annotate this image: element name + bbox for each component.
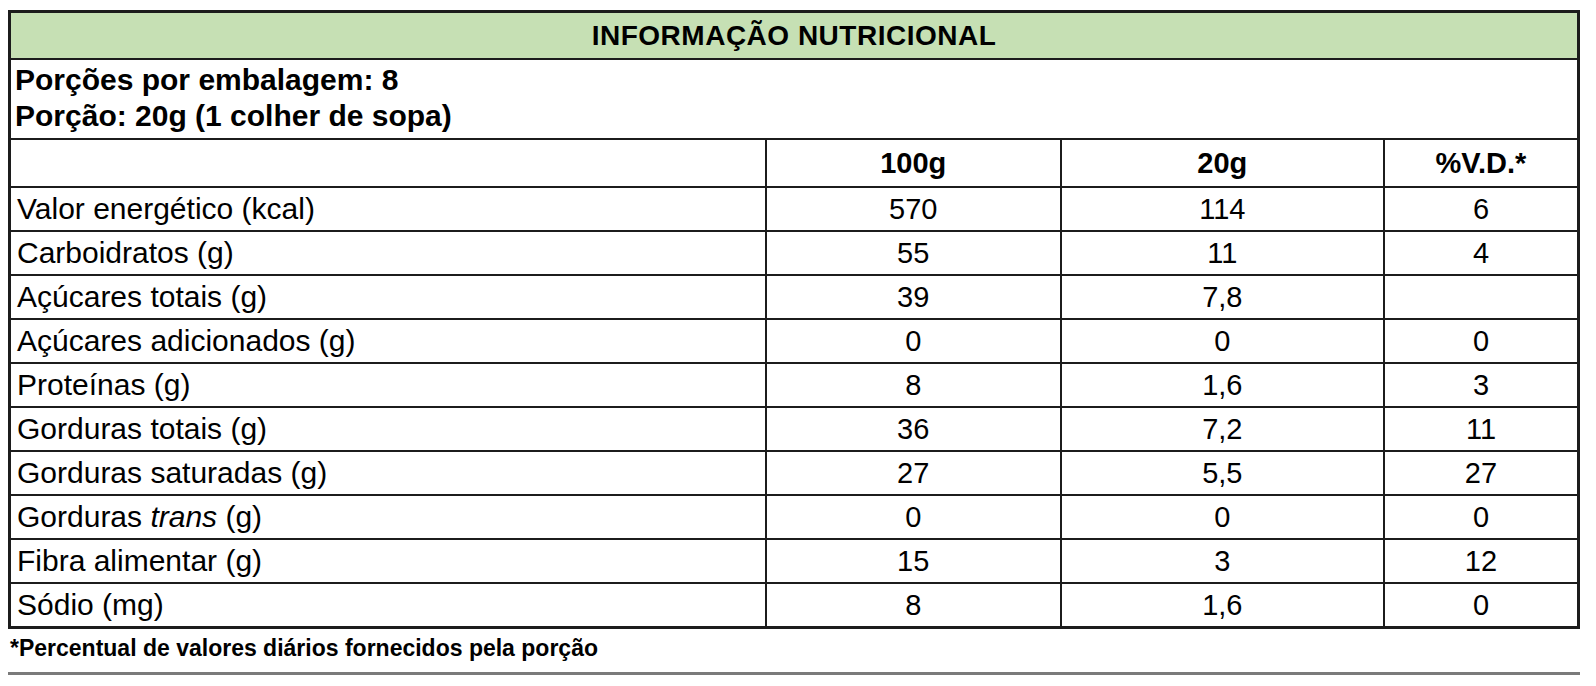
value-20g: 1,6 <box>1061 363 1384 407</box>
value-daily: 11 <box>1384 407 1579 451</box>
value-daily: 12 <box>1384 539 1579 583</box>
value-daily <box>1384 275 1579 319</box>
column-header-row: 100g 20g %V.D.* <box>10 139 1579 187</box>
table-row-added-sugars: Açúcares adicionados (g) 0 0 0 <box>10 319 1579 363</box>
value-100g: 570 <box>766 187 1061 231</box>
table-row-saturated-fat: Gorduras saturadas (g) 27 5,5 27 <box>10 451 1579 495</box>
title-row: INFORMAÇÃO NUTRICIONAL <box>10 12 1579 60</box>
serving-info-row: Porções por embalagem: 8 Porção: 20g (1 … <box>10 59 1579 139</box>
page-title: INFORMAÇÃO NUTRICIONAL <box>10 12 1579 60</box>
nutrient-label: Fibra alimentar (g) <box>10 539 766 583</box>
nutrient-label-text: Valor energético (kcal) <box>17 192 315 225</box>
value-20g: 114 <box>1061 187 1384 231</box>
value-20g: 3 <box>1061 539 1384 583</box>
value-20g: 5,5 <box>1061 451 1384 495</box>
value-20g: 1,6 <box>1061 583 1384 628</box>
value-daily: 4 <box>1384 231 1579 275</box>
nutrient-label: Carboidratos (g) <box>10 231 766 275</box>
column-header-100g: 100g <box>766 139 1061 187</box>
value-daily: 0 <box>1384 319 1579 363</box>
table-row-protein: Proteínas (g) 8 1,6 3 <box>10 363 1579 407</box>
nutrition-label: INFORMAÇÃO NUTRICIONAL Porções por embal… <box>0 0 1596 686</box>
value-20g: 7,2 <box>1061 407 1384 451</box>
column-header-20g: 20g <box>1061 139 1384 187</box>
nutrient-label-italic: trans <box>150 500 217 533</box>
value-daily: 0 <box>1384 495 1579 539</box>
nutrition-table: INFORMAÇÃO NUTRICIONAL Porções por embal… <box>8 10 1580 629</box>
value-100g: 36 <box>766 407 1061 451</box>
nutrient-label: Gorduras trans (g) <box>10 495 766 539</box>
nutrient-label-text: Sódio (mg) <box>17 588 164 621</box>
nutrient-label: Sódio (mg) <box>10 583 766 628</box>
nutrient-label-suffix: (g) <box>217 500 262 533</box>
value-100g: 8 <box>766 583 1061 628</box>
column-header-daily-value: %V.D.* <box>1384 139 1579 187</box>
nutrient-label-text: Gorduras <box>17 500 150 533</box>
value-100g: 0 <box>766 495 1061 539</box>
nutrient-label: Gorduras saturadas (g) <box>10 451 766 495</box>
serving-size: Porção: 20g (1 colher de sopa) <box>15 98 1571 134</box>
nutrient-label: Valor energético (kcal) <box>10 187 766 231</box>
table-row-trans-fat: Gorduras trans (g) 0 0 0 <box>10 495 1579 539</box>
value-20g: 7,8 <box>1061 275 1384 319</box>
nutrient-label: Gorduras totais (g) <box>10 407 766 451</box>
value-100g: 8 <box>766 363 1061 407</box>
table-row-total-fat: Gorduras totais (g) 36 7,2 11 <box>10 407 1579 451</box>
value-20g: 0 <box>1061 319 1384 363</box>
nutrient-label-text: Proteínas (g) <box>17 368 190 401</box>
nutrient-label-text: Gorduras saturadas (g) <box>17 456 327 489</box>
nutrient-label-text: Gorduras totais (g) <box>17 412 267 445</box>
value-100g: 0 <box>766 319 1061 363</box>
nutrient-label-text: Açúcares totais (g) <box>17 280 267 313</box>
value-daily: 3 <box>1384 363 1579 407</box>
nutrient-label: Proteínas (g) <box>10 363 766 407</box>
value-20g: 0 <box>1061 495 1384 539</box>
footnote: *Percentual de valores diários fornecido… <box>8 629 1580 675</box>
nutrient-label-text: Açúcares adicionados (g) <box>17 324 356 357</box>
nutrient-label-text: Fibra alimentar (g) <box>17 544 262 577</box>
value-100g: 27 <box>766 451 1061 495</box>
table-row-carbs: Carboidratos (g) 55 11 4 <box>10 231 1579 275</box>
value-daily: 27 <box>1384 451 1579 495</box>
table-row-sodium: Sódio (mg) 8 1,6 0 <box>10 583 1579 628</box>
value-daily: 0 <box>1384 583 1579 628</box>
serving-info: Porções por embalagem: 8 Porção: 20g (1 … <box>10 59 1579 139</box>
nutrient-label-text: Carboidratos (g) <box>17 236 234 269</box>
nutrient-label: Açúcares totais (g) <box>10 275 766 319</box>
value-daily: 6 <box>1384 187 1579 231</box>
value-100g: 55 <box>766 231 1061 275</box>
table-row-fiber: Fibra alimentar (g) 15 3 12 <box>10 539 1579 583</box>
column-header-nutrient <box>10 139 766 187</box>
value-100g: 15 <box>766 539 1061 583</box>
servings-per-package: Porções por embalagem: 8 <box>15 62 1571 98</box>
nutrient-label: Açúcares adicionados (g) <box>10 319 766 363</box>
table-row-total-sugars: Açúcares totais (g) 39 7,8 <box>10 275 1579 319</box>
table-row-energy: Valor energético (kcal) 570 114 6 <box>10 187 1579 231</box>
value-100g: 39 <box>766 275 1061 319</box>
value-20g: 11 <box>1061 231 1384 275</box>
